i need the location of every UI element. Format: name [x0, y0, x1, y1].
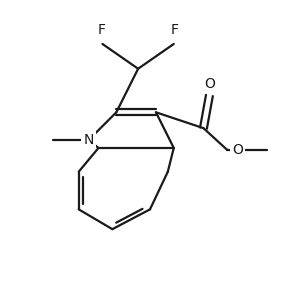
Text: O: O	[232, 143, 243, 157]
Text: F: F	[171, 23, 179, 37]
Text: F: F	[98, 23, 106, 37]
Text: N: N	[83, 133, 94, 147]
Text: O: O	[204, 77, 215, 90]
